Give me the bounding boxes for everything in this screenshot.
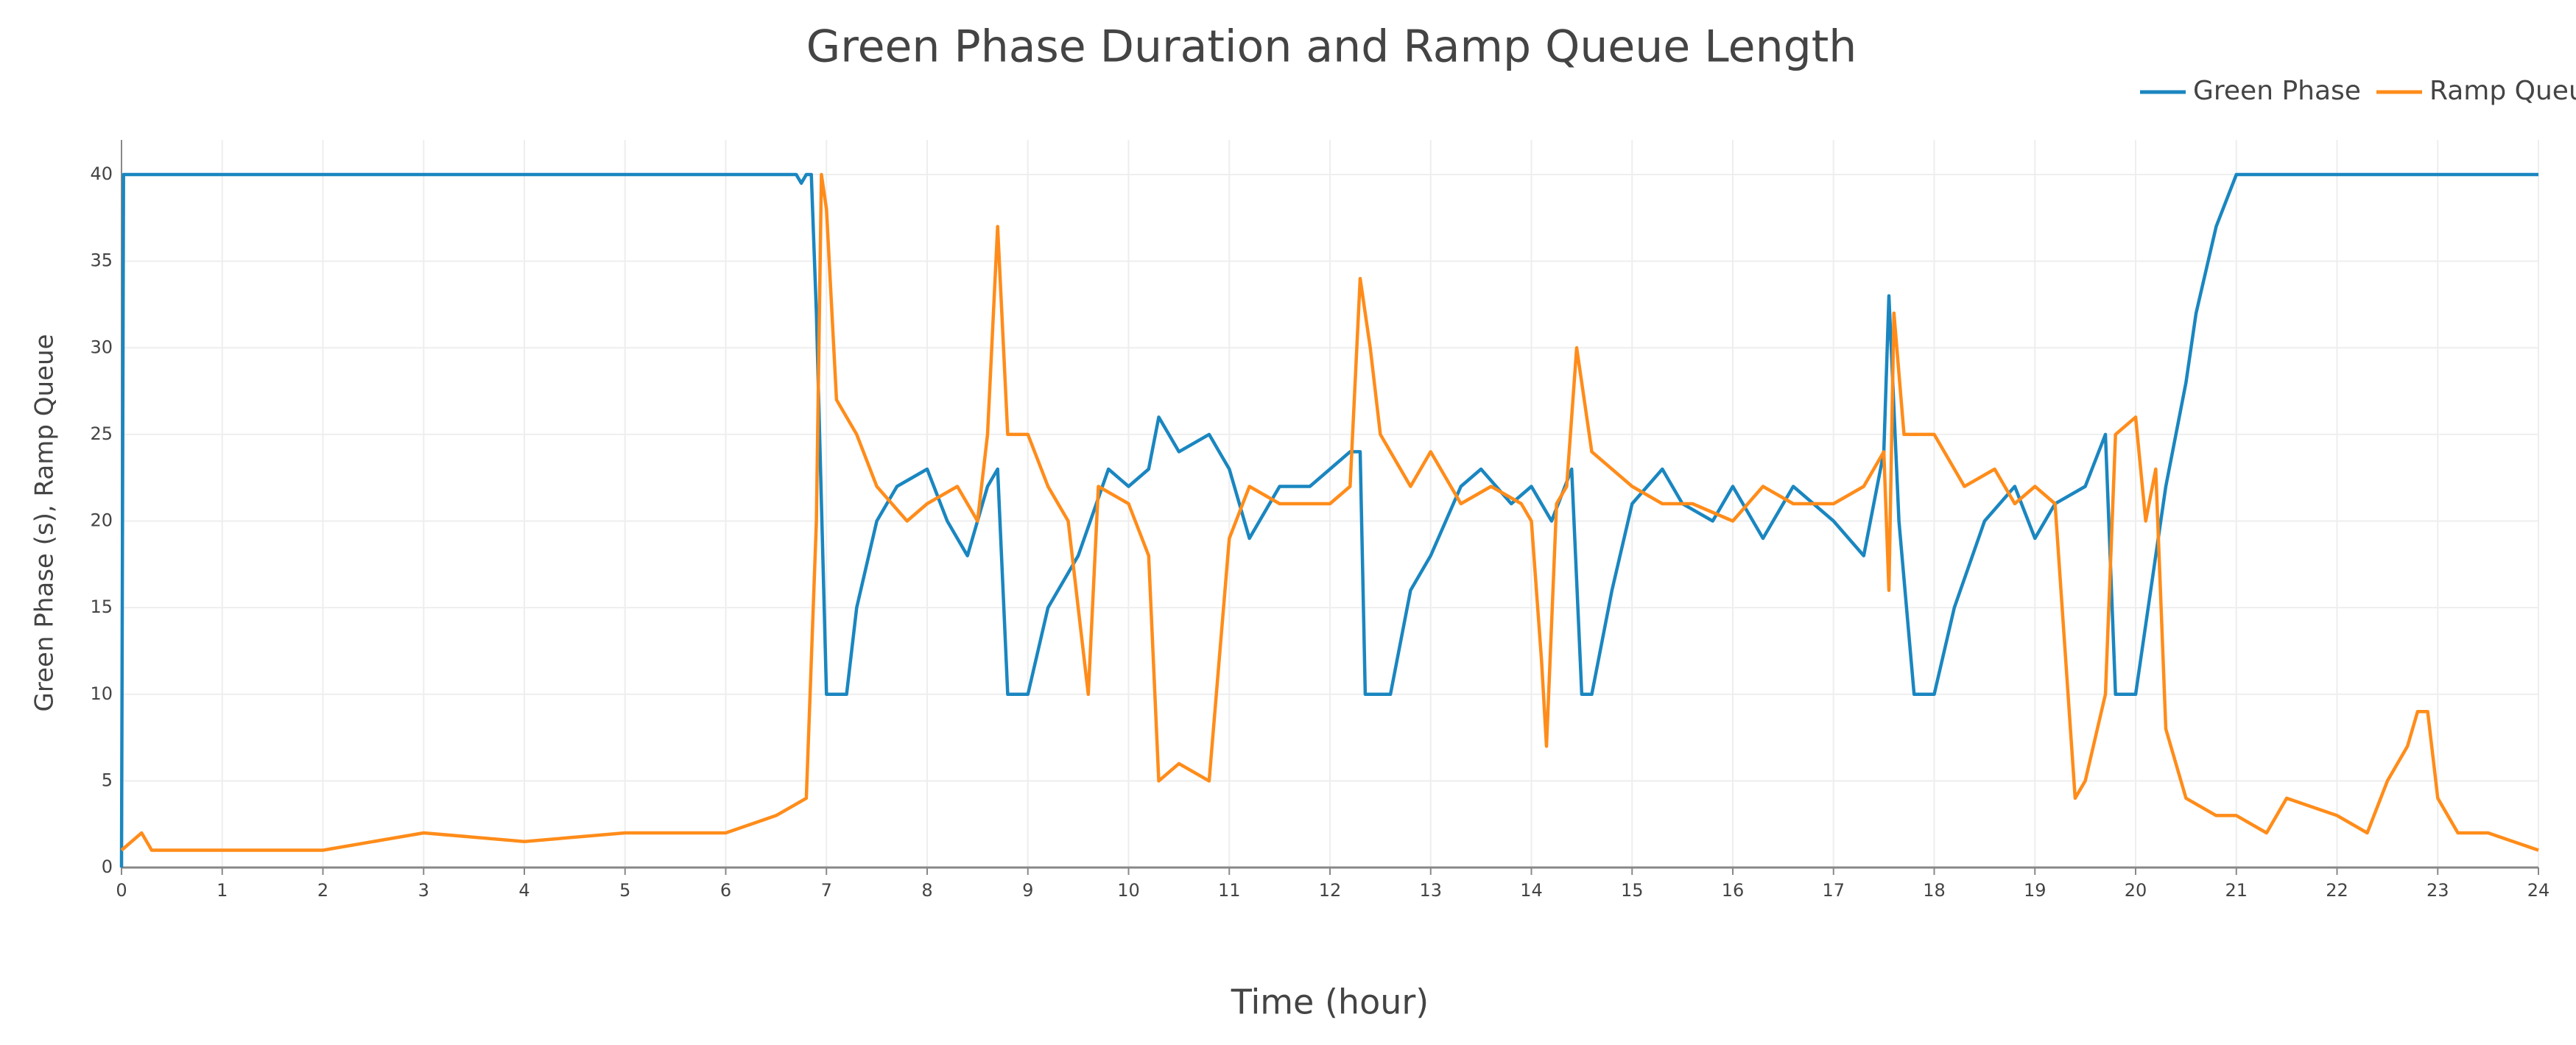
x-tick-label: 1	[217, 880, 228, 901]
x-tick-label: 20	[2125, 880, 2147, 901]
y-tick-label: 0	[102, 856, 113, 877]
x-tick-label: 11	[1218, 880, 1241, 901]
x-tick-label: 9	[1022, 880, 1033, 901]
x-tick-label: 15	[1621, 880, 1644, 901]
series-line	[119, 172, 2538, 868]
x-tick-label: 2	[317, 880, 328, 901]
x-tick-label: 8	[921, 880, 932, 901]
x-tick-label: 16	[1722, 880, 1745, 901]
y-axis-title: Green Phase (s), Ramp Queue	[30, 334, 60, 712]
x-tick-label: 10	[1117, 880, 1140, 901]
x-tick-label: 6	[720, 880, 731, 901]
x-tick-label: 4	[518, 880, 529, 901]
y-tick-label: 15	[90, 597, 113, 617]
x-tick-label: 14	[1520, 880, 1543, 901]
legend-label: Green Phase	[2193, 76, 2361, 106]
x-tick-label: 22	[2326, 880, 2348, 901]
x-tick-label: 12	[1319, 880, 1342, 901]
y-tick-label: 10	[90, 683, 113, 704]
series-line	[120, 172, 2539, 852]
x-tick-label: 13	[1419, 880, 1442, 901]
x-tick-label: 21	[2225, 880, 2248, 901]
y-tick-label: 30	[90, 337, 113, 357]
x-tick-label: 5	[619, 880, 630, 901]
chart-title: Green Phase Duration and Ramp Queue Leng…	[806, 21, 1857, 73]
x-tick-label: 17	[1822, 880, 1845, 901]
y-tick-label: 20	[90, 510, 113, 531]
x-tick-label: 24	[2527, 880, 2550, 901]
x-tick-label: 7	[821, 880, 832, 901]
y-tick-label: 35	[90, 250, 113, 271]
x-tick-label: 19	[2024, 880, 2047, 901]
x-tick-label: 0	[116, 880, 127, 901]
x-axis-title: Time (hour)	[1231, 982, 1429, 1022]
legend-label: Ramp Queue	[2429, 76, 2576, 106]
x-tick-label: 18	[1923, 880, 1946, 901]
y-tick-label: 25	[90, 423, 113, 444]
x-tick-label: 3	[418, 880, 429, 901]
y-tick-label: 5	[102, 770, 113, 790]
x-tick-label: 23	[2427, 880, 2449, 901]
y-tick-label: 40	[90, 163, 113, 184]
